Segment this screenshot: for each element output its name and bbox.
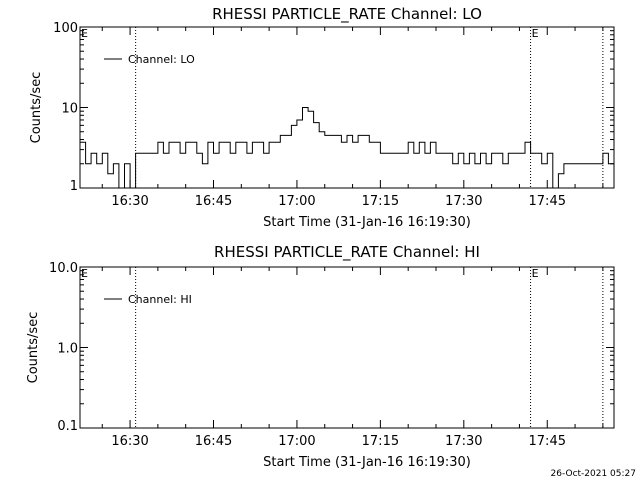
x-tick-label: 17:00: [278, 194, 315, 209]
y-tick-label: 0.1: [57, 419, 78, 434]
event-marker-label: E: [532, 27, 539, 40]
x-tick-label: 17:45: [529, 434, 566, 449]
x-tick-label: 16:30: [111, 194, 148, 209]
x-tick-label: 17:30: [445, 434, 482, 449]
y-tick-label: 100: [53, 21, 78, 36]
x-tick-label: 17:30: [445, 194, 482, 209]
event-marker-label: E: [532, 267, 539, 280]
x-axis-label: Start Time (31-Jan-16 16:19:30): [263, 455, 471, 470]
x-tick-label: 17:00: [278, 434, 315, 449]
y-tick-label: 10: [61, 102, 78, 117]
x-axis-label: Start Time (31-Jan-16 16:19:30): [263, 215, 471, 230]
series-line-channel-lo: [80, 107, 614, 189]
y-tick-label: 10.0: [49, 261, 78, 276]
x-tick-label: 17:45: [529, 194, 566, 209]
legend-label: Channel: HI: [128, 293, 192, 306]
y-tick-label: 1.0: [57, 342, 78, 357]
event-marker-label: E: [81, 267, 88, 280]
legend-label: Channel: LO: [128, 53, 195, 66]
x-tick-label: 16:30: [111, 434, 148, 449]
y-axis-label: Counts/sec: [29, 72, 44, 144]
x-tick-label: 16:45: [195, 194, 232, 209]
x-tick-label: 16:45: [195, 434, 232, 449]
footer-timestamp: 26-Oct-2021 05:27: [551, 469, 636, 479]
plot-frame: [79, 26, 615, 189]
chart-panel-2: RHESSI PARTICLE_RATE Channel: HI 0.1 1.0 10…: [26, 243, 615, 470]
chart-title: RHESSI PARTICLE_RATE Channel: LO: [212, 5, 482, 24]
chart-panel-1: RHESSI PARTICLE_RATE Channel: LO 1 10 100 16…: [29, 5, 615, 230]
y-tick-label: 1: [70, 179, 78, 194]
event-marker-label: E: [81, 27, 88, 40]
chart-title: RHESSI PARTICLE_RATE Channel: HI: [214, 243, 480, 262]
y-axis-label: Counts/sec: [26, 312, 41, 384]
plot-frame: [79, 266, 615, 429]
x-tick-label: 17:15: [362, 434, 399, 449]
x-tick-label: 17:15: [362, 194, 399, 209]
